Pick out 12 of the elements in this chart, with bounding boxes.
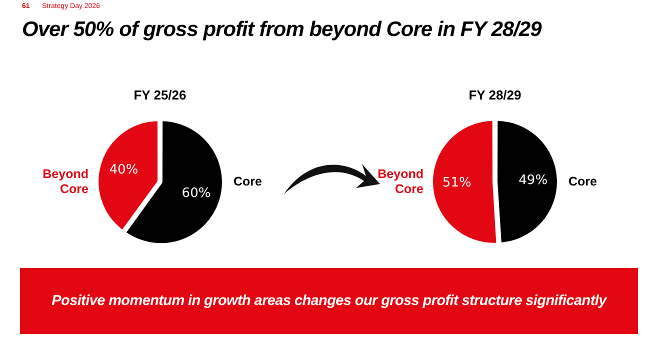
- slice-label: Beyond Core: [42, 166, 89, 196]
- data-label: 40%: [109, 162, 138, 178]
- slice-label: Beyond Core: [378, 166, 424, 196]
- text: Over 50% of gross profit from beyond Core in FY 28/29: [22, 18, 542, 42]
- chart-title: FY 25/26: [134, 87, 186, 102]
- chart-title: FY 28/29: [468, 87, 522, 102]
- data-label: 60%: [182, 186, 211, 201]
- data-label: 51%: [442, 175, 472, 190]
- slice-label: Core: [234, 174, 262, 188]
- text: Positive momentum in growth areas changes our gross profit structure significantly: [52, 293, 606, 309]
- slice-label: Core: [568, 174, 598, 188]
- data-label: 49%: [518, 172, 548, 188]
